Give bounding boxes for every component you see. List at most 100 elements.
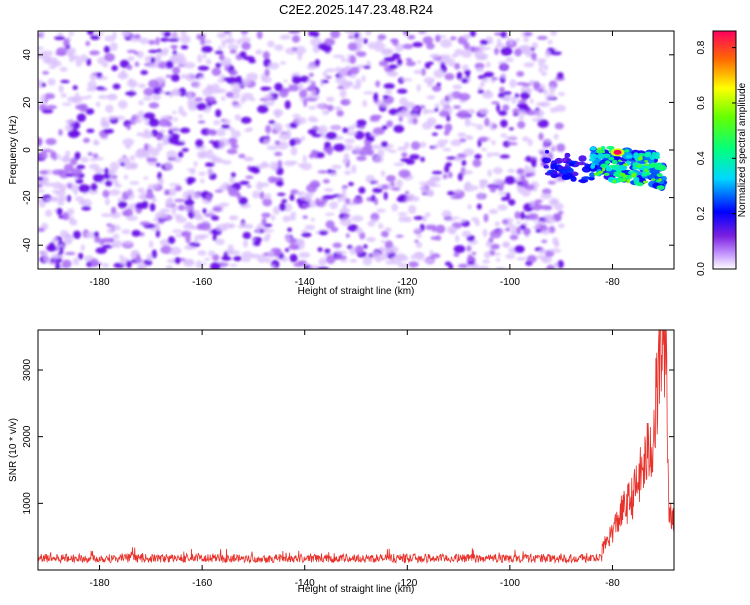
noise-blob [238, 153, 246, 159]
noise-blob [351, 164, 357, 174]
noise-blob [503, 91, 512, 96]
noise-blob [329, 201, 339, 210]
noise-blob [168, 130, 174, 135]
noise-blob [504, 175, 516, 185]
noise-blob [289, 123, 298, 129]
snr-y-ticks: 1000 2000 3000 [22, 358, 674, 514]
noise-blob [397, 88, 408, 94]
x-tick-label: -140 [295, 277, 315, 288]
noise-blob [413, 69, 423, 75]
colorbar-tick-label: 0.8 [696, 40, 707, 54]
noise-blob [479, 108, 489, 115]
noise-blob [271, 214, 276, 221]
noise-blob [177, 151, 184, 158]
signal-blob [576, 161, 586, 166]
noise-blob [381, 125, 388, 130]
noise-blob [393, 162, 405, 167]
noise-blob [461, 230, 471, 238]
noise-blob [109, 161, 120, 171]
snr-background [38, 330, 674, 570]
noise-blob [400, 78, 413, 82]
noise-blob [155, 229, 161, 238]
noise-blob [83, 137, 90, 143]
noise-blob [197, 54, 203, 63]
noise-blob [246, 127, 254, 132]
noise-blob [340, 192, 347, 202]
noise-blob [54, 36, 66, 41]
noise-blob [553, 262, 559, 269]
noise-blob [256, 181, 264, 191]
noise-blob [448, 263, 454, 269]
noise-blob [435, 235, 442, 241]
noise-blob [474, 185, 479, 191]
noise-blob [521, 189, 531, 197]
noise-blob [372, 180, 379, 184]
noise-blob [105, 104, 114, 114]
noise-blob [173, 117, 178, 122]
noise-blob [467, 254, 473, 263]
noise-blob [131, 162, 137, 170]
noise-blob [284, 233, 291, 242]
noise-blob [171, 207, 176, 215]
signal-blob [606, 145, 615, 150]
noise-blob [336, 110, 344, 117]
noise-blob [202, 262, 207, 266]
noise-blob [390, 255, 403, 265]
noise-blob [347, 125, 356, 131]
noise-blob [227, 244, 234, 248]
noise-blob [109, 169, 114, 177]
noise-blob [112, 233, 120, 240]
y-tick-label: -40 [22, 238, 33, 253]
noise-blob [158, 212, 168, 220]
noise-blob [293, 262, 305, 267]
noise-blob [529, 200, 536, 208]
noise-blob [395, 234, 404, 238]
noise-blob [183, 259, 195, 267]
noise-blob [497, 204, 508, 211]
noise-blob [292, 113, 301, 119]
noise-blob [515, 38, 520, 42]
noise-blob [46, 105, 57, 110]
noise-blob [338, 72, 346, 78]
noise-blob [148, 79, 159, 89]
noise-blob [241, 251, 253, 260]
noise-blob [213, 120, 221, 126]
noise-blob [537, 58, 547, 63]
noise-blob [298, 252, 311, 258]
noise-blob [405, 190, 410, 195]
noise-blob [104, 167, 109, 175]
noise-blob [456, 71, 463, 81]
noise-blob [458, 93, 471, 101]
noise-blob [322, 195, 335, 200]
noise-blob [294, 45, 307, 55]
noise-blob [268, 91, 274, 95]
noise-blob [167, 236, 176, 245]
noise-blob [92, 262, 103, 266]
noise-blob [164, 161, 173, 170]
noise-blob [323, 188, 334, 192]
colorbar-gradient [712, 30, 737, 270]
noise-blob [308, 31, 316, 37]
figure-title: C2E2.2025.147.23.48.R24 [279, 2, 433, 17]
noise-blob [423, 258, 435, 264]
noise-blob [104, 53, 115, 62]
noise-blob [269, 161, 278, 171]
noise-blob [444, 73, 455, 81]
noise-blob [229, 49, 237, 54]
noise-blob [540, 193, 552, 200]
noise-blob [121, 69, 126, 78]
noise-blob [335, 76, 347, 84]
noise-blob [446, 92, 454, 102]
noise-blob [558, 210, 564, 215]
noise-blob [553, 202, 564, 211]
noise-blob [434, 124, 444, 129]
noise-blob [167, 187, 177, 197]
noise-blob [201, 192, 207, 196]
noise-blob [196, 34, 203, 40]
noise-blob [382, 95, 389, 99]
noise-blob [534, 199, 543, 204]
noise-blob [268, 120, 276, 124]
noise-blob [312, 89, 317, 98]
noise-blob [38, 46, 44, 51]
noise-blob [58, 129, 63, 136]
